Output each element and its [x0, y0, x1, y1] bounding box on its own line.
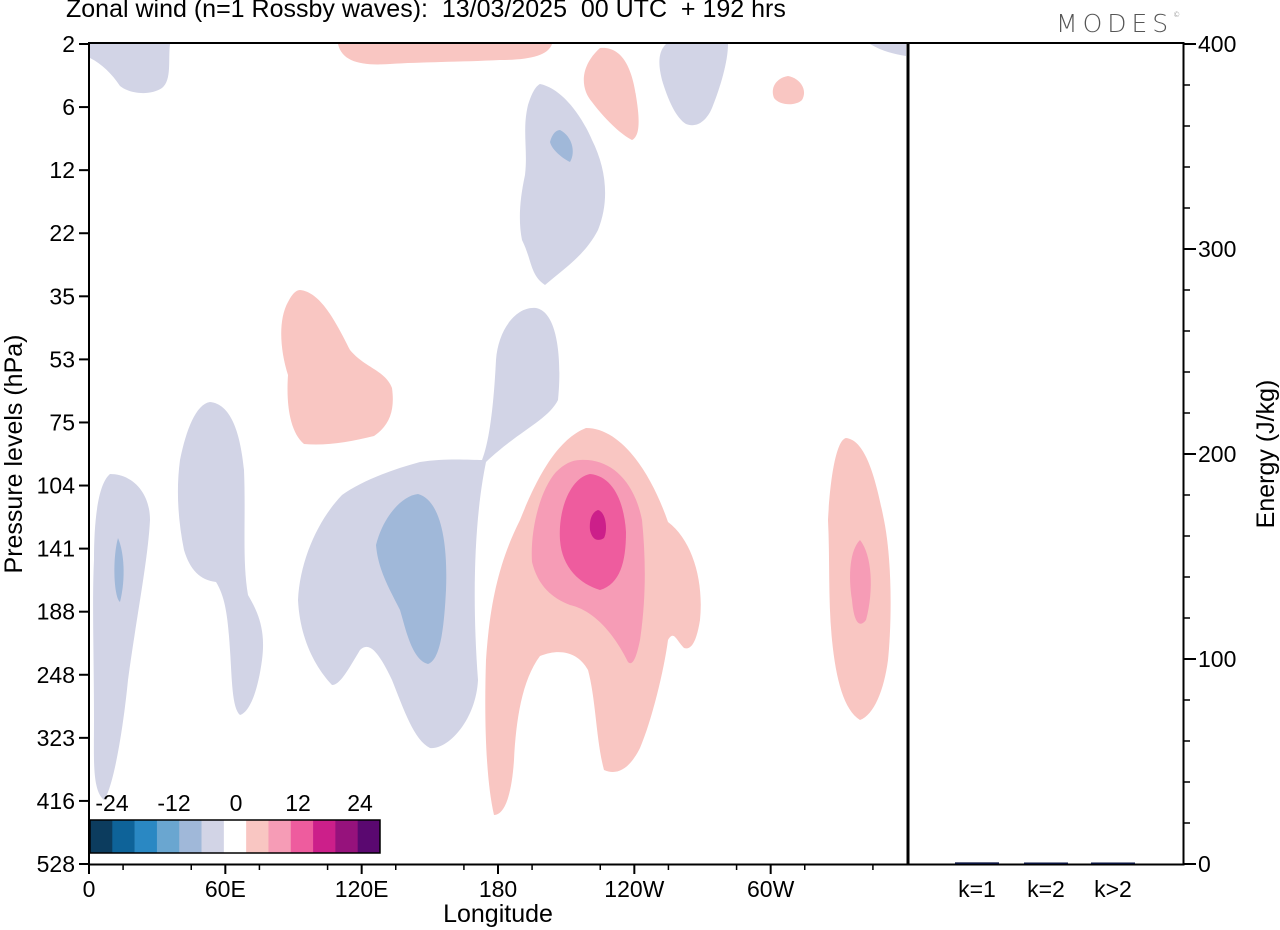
longitude-axis: 0 60E 120E 180 120W 60W	[83, 864, 874, 902]
y-tick-label: 528	[37, 851, 75, 877]
energy-tick-label: 200	[1198, 441, 1236, 467]
contour-neg-60e-column	[177, 402, 264, 715]
brand-text: MODES	[1056, 9, 1174, 38]
contour-neg-west-upper	[90, 44, 170, 94]
colorbar-swatch	[357, 820, 381, 853]
contour-neg-stratosphere-mid	[519, 84, 606, 285]
energy-tick-label: 0	[1198, 851, 1211, 877]
energy-axis: 0 100 200 300 400	[1184, 31, 1236, 877]
y-axis-label: Pressure levels (hPa)	[0, 335, 28, 574]
energy-tick-label: 300	[1198, 236, 1236, 262]
x-tick-label: 60E	[205, 876, 246, 902]
x-tick-label: 120W	[604, 876, 664, 902]
y-tick-label: 323	[37, 725, 75, 751]
energy-bar	[1091, 862, 1135, 864]
energy-tick-label: 100	[1198, 646, 1236, 672]
colorbar-swatch	[223, 820, 247, 853]
y-tick-label: 2	[62, 31, 75, 57]
contour-pos-45e-blob	[281, 290, 393, 445]
energy-category-label: k=2	[1027, 876, 1065, 902]
colorbar-label: 12	[285, 790, 311, 816]
y-tick-label: 248	[37, 662, 75, 688]
energy-bars: k=1 k=2 k>2	[955, 862, 1135, 902]
y-tick-label: 188	[37, 599, 75, 625]
colorbar-swatch	[201, 820, 225, 853]
contour-pos-main-4	[589, 510, 606, 540]
y-tick-label: 416	[37, 788, 75, 814]
y-tick-label: 6	[62, 94, 75, 120]
energy-axis-label: Energy (J/kg)	[1252, 380, 1280, 529]
colorbar: -24 -12 0 12 24	[89, 790, 381, 854]
colorbar-label: -12	[157, 790, 190, 816]
x-tick-label: 60W	[747, 876, 795, 902]
x-tick-label: 0	[83, 876, 96, 902]
y-tick-label: 75	[49, 409, 75, 435]
y-tick-label: 22	[49, 220, 75, 246]
y-tick-label: 12	[49, 157, 75, 183]
contour-neg-west-column	[93, 474, 150, 800]
energy-panel-frame	[907, 42, 1185, 866]
colorbar-swatch	[134, 820, 158, 853]
colorbar-swatch	[246, 820, 269, 853]
x-tick-label: 180	[479, 876, 517, 902]
y-tick-label: 141	[37, 536, 75, 562]
y-tick-label: 35	[49, 283, 75, 309]
contour-neg-upper-mid	[659, 44, 728, 126]
colorbar-label: 0	[230, 790, 243, 816]
contour-pos-top-band	[338, 44, 552, 65]
x-tick-label: 120E	[335, 876, 389, 902]
pressure-axis: 2 6 12 22 35 53 75 104 141 188 248 323 416 528	[37, 31, 89, 877]
contour-neg-stratosphere-core	[550, 130, 573, 162]
colorbar-swatch	[313, 820, 336, 853]
colorbar-swatch	[156, 820, 180, 853]
energy-category-label: k=1	[958, 876, 996, 902]
modes-logo: MODES©	[1056, 9, 1180, 38]
colorbar-swatch	[335, 820, 358, 853]
energy-bar	[955, 862, 999, 864]
contour-neg-west-core	[114, 538, 124, 602]
colorbar-swatch	[112, 820, 135, 853]
y-tick-label: 53	[49, 346, 75, 372]
colorbar-label: -24	[95, 790, 128, 816]
energy-category-label: k>2	[1094, 876, 1132, 902]
colorbar-label: 24	[347, 790, 373, 816]
energy-bar	[1024, 862, 1068, 864]
colorbar-swatch	[90, 820, 113, 853]
contour-field	[90, 44, 906, 815]
chart-title: Zonal wind (n=1 Rossby waves): 13/03/202…	[66, 0, 786, 23]
brand-mark: ©	[1173, 11, 1181, 19]
energy-tick-label: 400	[1198, 31, 1236, 57]
colorbar-swatch	[179, 820, 202, 853]
y-tick-label: 104	[37, 473, 76, 499]
contour-pos-90w-2	[850, 540, 871, 624]
contour-pos-upper-right-b	[772, 76, 805, 105]
contour-neg-central-core	[376, 494, 447, 664]
contour-pos-upper-right-a	[583, 47, 639, 140]
x-axis-label: Longitude	[443, 900, 553, 928]
colorbar-swatch	[290, 820, 314, 853]
contour-neg-top-right	[870, 44, 906, 56]
colorbar-swatch	[268, 820, 292, 853]
